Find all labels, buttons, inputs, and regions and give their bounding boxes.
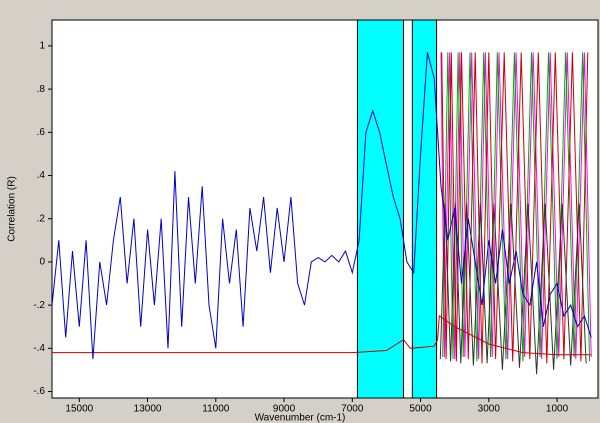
data-line — [439, 203, 587, 375]
x-tick-label: 11000 — [202, 404, 230, 415]
x-tick-label: 13000 — [134, 404, 162, 415]
data-line — [52, 52, 592, 360]
x-axis-label: Wavenumber (cm-1) — [255, 413, 346, 423]
y-tick-label: 1 — [39, 41, 45, 52]
x-tick-label: 5000 — [409, 404, 432, 415]
highlight-region — [356, 20, 404, 398]
x-tick-label: 15000 — [65, 404, 93, 415]
x-tick-label: 9000 — [273, 404, 296, 415]
highlight-region — [411, 20, 438, 398]
y-tick-label: .6 — [37, 127, 46, 138]
data-line — [440, 52, 592, 360]
y-tick-label: -.4 — [33, 343, 45, 354]
x-tick-label: 1000 — [546, 404, 569, 415]
x-tick-label: 3000 — [478, 404, 501, 415]
y-tick-label: .4 — [37, 170, 46, 181]
data-line — [441, 52, 589, 364]
y-tick-label: .8 — [37, 84, 46, 95]
y-axis-label: Correlation (R) — [7, 176, 18, 242]
data-line — [52, 314, 592, 356]
y-tick-label: 0 — [39, 257, 45, 268]
y-tick-label: -.2 — [33, 300, 45, 311]
y-tick-label: .2 — [37, 213, 46, 224]
y-tick-label: -.6 — [33, 386, 45, 397]
x-tick-label: 7000 — [341, 404, 364, 415]
plot-area — [51, 19, 599, 399]
